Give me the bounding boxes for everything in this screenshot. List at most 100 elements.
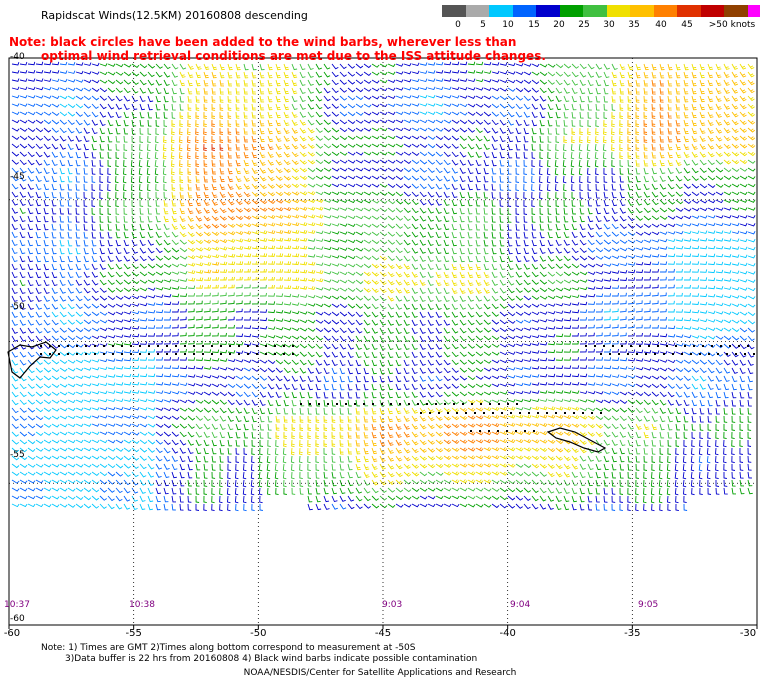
wind-barb (531, 159, 535, 168)
wind-barb (619, 471, 624, 479)
wind-barb (339, 167, 348, 172)
wind-barb (403, 335, 410, 342)
wind-barb (227, 159, 233, 167)
wind-barb (555, 87, 563, 94)
wind-barb (187, 247, 196, 252)
wind-barb (403, 423, 410, 430)
wind-barb (243, 367, 252, 372)
wind-barb (203, 340, 211, 345)
wind-barb (507, 295, 515, 301)
wind-barb (579, 286, 588, 291)
wind-barb (587, 324, 595, 329)
wind-barb (668, 308, 675, 313)
wind-barb (684, 276, 691, 281)
wind-barb (659, 79, 664, 87)
wind-barb (83, 399, 92, 403)
wind-barb (595, 285, 604, 290)
wind-barb (683, 245, 692, 250)
wind-barb (363, 295, 371, 301)
wind-barb (563, 247, 571, 254)
wind-barb (275, 245, 284, 250)
wind-barb (155, 325, 164, 329)
wind-barb (323, 143, 332, 149)
wind-barb (547, 365, 556, 370)
wind-barb (171, 231, 179, 238)
wind-barb (691, 399, 698, 407)
wind-barb (619, 463, 625, 471)
wind-barb (579, 479, 586, 487)
wind-barb (539, 191, 543, 200)
wind-barb (563, 183, 567, 192)
wind-barb (723, 79, 730, 86)
wind-barb (243, 183, 251, 190)
wind-barb (123, 390, 132, 394)
wind-barb (427, 167, 435, 173)
wind-barb (307, 206, 316, 211)
wind-barb (563, 223, 569, 231)
wind-barb (523, 143, 528, 151)
wind-barb (699, 87, 705, 95)
wind-barb (155, 79, 162, 86)
wind-barb (147, 215, 153, 223)
wind-barb (99, 247, 105, 255)
wind-barb (59, 183, 65, 191)
wind-barb (67, 295, 75, 302)
wind-barb (315, 479, 320, 487)
wind-barb (267, 191, 276, 197)
wind-barb (611, 159, 615, 168)
wind-barb (59, 263, 66, 271)
wind-barb (67, 263, 74, 271)
map-title: Rapidscat Winds(12.5KM) 20160808 descend… (41, 9, 308, 22)
wind-barb (651, 375, 660, 380)
wind-barb (539, 414, 548, 419)
wind-barb (43, 119, 52, 125)
wind-barb (379, 471, 387, 478)
wind-barb (515, 414, 524, 419)
wind-barb (603, 365, 612, 370)
wind-barb (747, 431, 752, 439)
wind-barb (259, 391, 267, 398)
wind-barb (635, 215, 643, 221)
wind-barb (11, 423, 19, 429)
wind-barb (331, 375, 337, 383)
wind-barb (43, 207, 49, 215)
wind-barb (555, 479, 563, 486)
wind-barb (75, 103, 84, 109)
wind-barb (291, 463, 295, 472)
wind-barb (627, 439, 634, 447)
wind-barb (266, 463, 271, 472)
wind-barb (43, 335, 51, 342)
wind-barb (91, 455, 100, 460)
wind-barb (323, 111, 331, 117)
wind-barb (747, 103, 755, 109)
wind-barb (363, 439, 369, 447)
wind-barb (267, 447, 271, 456)
wind-barb (67, 399, 76, 404)
wind-barb (299, 407, 304, 415)
wind-barb (571, 365, 580, 369)
wind-barb (595, 215, 602, 223)
wind-barb (683, 191, 692, 197)
wind-barb (331, 463, 336, 471)
wind-barb (291, 95, 298, 103)
wind-barb (651, 199, 659, 206)
wind-barb (203, 423, 211, 430)
wind-barb (163, 487, 169, 495)
wind-barb (691, 199, 700, 204)
wind-barb (683, 326, 692, 330)
wind-barb (395, 167, 404, 172)
wind-barb (595, 391, 604, 395)
wind-barb (211, 144, 215, 151)
wind-barb (739, 127, 747, 133)
wind-barb (619, 479, 624, 487)
wind-barb (195, 247, 204, 252)
wind-barb (627, 143, 631, 152)
colorbar-swatch (630, 5, 654, 17)
wind-barb (594, 143, 599, 152)
wind-barb (723, 167, 732, 173)
wind-barb (443, 439, 452, 445)
wind-barb (643, 415, 650, 422)
wind-barb (195, 223, 203, 230)
wind-barb (363, 79, 372, 84)
wind-barb (443, 111, 452, 116)
